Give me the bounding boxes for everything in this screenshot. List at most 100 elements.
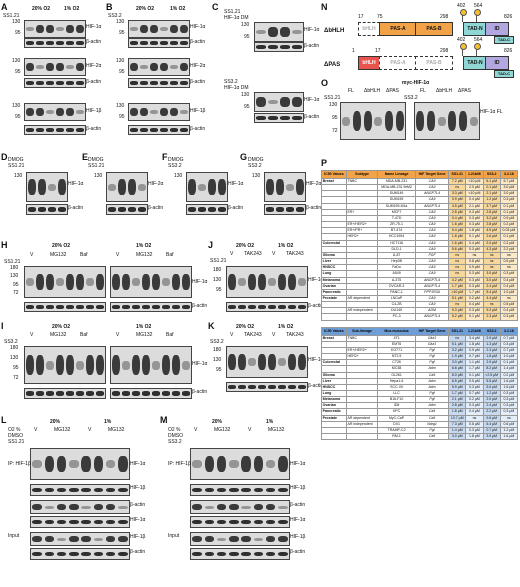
blot-band	[26, 278, 34, 286]
blot-band	[241, 519, 251, 525]
table-row: Prostate AR dependent LNCaP CA9 5.1 µM 0.2 µM…	[321, 294, 519, 303]
blot-band	[69, 519, 79, 525]
panel-b-treat: SS3.2	[108, 13, 122, 19]
table-value-cell: 0.3 µM	[499, 402, 519, 410]
table-cell: Adm	[414, 377, 450, 385]
blot-band	[253, 487, 264, 493]
table-cell: ANGPTL4	[414, 202, 450, 210]
hydroxyl-site-icon	[460, 43, 467, 50]
blot-band	[36, 355, 44, 375]
panel-c-treat-4: HIF-1α DM	[224, 85, 249, 91]
panel-o-col-5: ΔbHLH	[436, 88, 453, 94]
table-value-cell: ns	[465, 414, 484, 422]
panel-h-g1a: V	[30, 252, 34, 258]
blot-band	[44, 505, 55, 509]
table-row: C4-2B CA9 ns 0.4 µM ns 0.5 µM	[321, 301, 519, 309]
panel-j-g2b: TAK243	[286, 251, 304, 257]
blot-band	[66, 65, 74, 69]
blot-band	[204, 535, 215, 543]
blot-band	[170, 24, 178, 34]
blot-band	[81, 535, 91, 543]
table-value-cell: 2.1 µM	[482, 190, 501, 198]
panel-h-g3a: Baf	[80, 252, 88, 258]
table-header-cell: 1.21b06	[465, 326, 484, 336]
blot-band	[172, 355, 180, 375]
table-value-cell: 2.3 µM	[482, 313, 501, 321]
table-header-cell: SS3.2	[482, 170, 501, 179]
table-cell: HER2+	[345, 353, 379, 361]
blot-band	[118, 179, 126, 195]
blot-band	[278, 273, 286, 291]
panel-k-g2a: TAK243	[244, 332, 262, 338]
table-value-cell: 0.3 µM	[465, 402, 484, 410]
panel-g-row-1: HIF-2α	[306, 181, 322, 187]
table-cell: CA9	[414, 214, 450, 223]
table-value-cell: 8.2 µM	[482, 365, 501, 373]
blot-band	[258, 273, 266, 291]
blot-band	[118, 551, 128, 557]
panel-o-mw-3: 72	[332, 128, 338, 134]
table-value-cell: 0.3 µM	[465, 214, 484, 223]
table-cell: Ca9	[414, 414, 450, 422]
panel-m-g1a: V	[194, 427, 198, 433]
panel-l-t1: DMSO	[8, 433, 23, 439]
panel-a-cond-2: 1% O2	[64, 6, 80, 12]
panel-l-blot-2	[30, 484, 130, 496]
construct-dpas-label: ΔPAS	[324, 62, 341, 68]
table-value-cell: 0.3 µM	[499, 396, 519, 404]
panel-d-label: D	[1, 152, 8, 162]
table-cell: Glut1	[414, 340, 450, 348]
blot-band	[76, 24, 84, 34]
panel-f-t2: SS3.2	[168, 163, 182, 169]
blot-band	[192, 535, 202, 543]
table-row: Pancreatic PANC-1 PPP1R3A >10 µM 1.7 µM 5.4 µ…	[321, 288, 519, 296]
table-header-cell: SS3.2	[482, 326, 501, 336]
panel-i-mw-4: 72	[13, 375, 19, 381]
table-value-cell: 1.7 µM	[465, 288, 484, 296]
blot-band	[182, 360, 190, 370]
blot-band	[66, 107, 74, 117]
panel-c-treat-3: SS3.2	[224, 79, 238, 85]
blot-band	[268, 278, 276, 286]
panel-m-blot-6	[190, 548, 290, 560]
blot-band	[204, 455, 215, 473]
panel-b-blot-4	[128, 78, 190, 88]
table-header-cell: IC50 Values	[321, 326, 347, 336]
blot-band	[142, 355, 150, 375]
blot-band	[86, 391, 94, 396]
panel-b-mw-4: 95	[119, 69, 125, 75]
blot-band	[76, 391, 84, 396]
panel-b-row-1: HIF-1α	[190, 24, 206, 30]
panel-g-label: G	[240, 152, 248, 162]
table-header-cell: Subtype	[345, 170, 379, 179]
table-cell: Ndrg1	[414, 420, 450, 428]
panel-j-treat: SS1.21	[210, 258, 227, 264]
panel-f-row-2: β-actin	[228, 205, 244, 211]
table-row: SUM159-M1a ANGPTL4 4.5 µM 2.1 µM 3.7 µM 0.1 µ…	[321, 202, 519, 210]
panel-a-mw-6: 95	[15, 114, 21, 120]
blot-band	[258, 305, 266, 309]
blot-band	[28, 207, 36, 212]
ic50-table: IC50 Values Subtype Name Lineage HIF Target…	[321, 170, 519, 441]
blot-band	[180, 128, 188, 132]
blot-band	[56, 81, 64, 85]
blot-band	[105, 487, 116, 493]
table-cell: Pgf	[414, 359, 450, 367]
panel-c-mw-3: 130	[241, 92, 250, 98]
blot-band	[208, 179, 216, 195]
table-value-cell: 3.0 µM	[499, 184, 519, 192]
table-header-cell: 3.2.16	[499, 170, 519, 179]
panel-b-row-5: HIF-1β	[190, 108, 206, 114]
table-row: AR independent DU145 ADM 9.3 µM 0.3 µM 9.2 µM…	[321, 307, 519, 315]
panel-b-row-4: β-actin	[190, 79, 206, 85]
blot-band	[160, 41, 168, 45]
table-value-cell: 0.3 µM	[499, 270, 519, 278]
blot-band	[278, 505, 288, 509]
blot-band	[118, 535, 128, 543]
panel-l-row-4: HIF-1α	[130, 517, 146, 523]
table-value-cell: 4.4 µM	[482, 294, 501, 303]
blot-band	[112, 273, 120, 291]
blot-band	[140, 41, 148, 45]
blot-band	[172, 305, 180, 309]
table-cell	[345, 383, 379, 392]
